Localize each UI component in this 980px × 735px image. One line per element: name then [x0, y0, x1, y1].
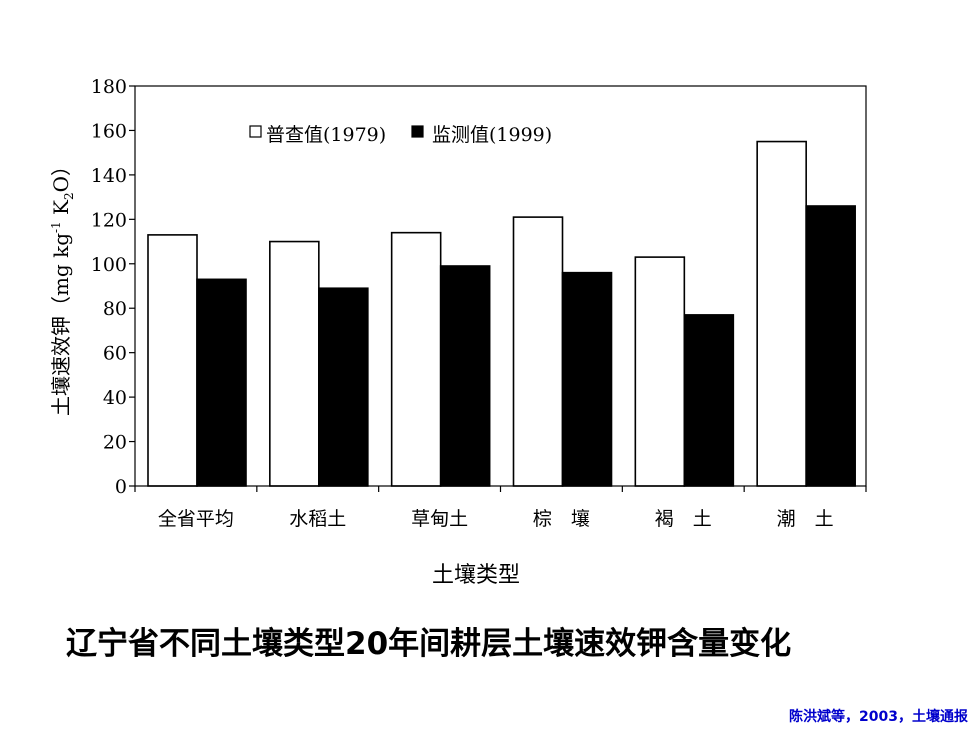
y-tick-label-7: 140: [91, 165, 127, 187]
y-tick-label-3: 60: [103, 343, 127, 365]
x-tick-label-0: 全省平均: [158, 508, 234, 530]
legend-label-series-1: 普查值(1979): [266, 124, 386, 146]
y-tick-label-4: 80: [103, 298, 127, 320]
y-axis-label-sub: 2: [62, 192, 76, 200]
y-axis-label-main: 土壤速效钾（mg kg: [49, 233, 73, 416]
bar-2-1: [318, 287, 369, 487]
y-tick-label-2: 40: [103, 387, 127, 409]
source-citation: 陈洪斌等，2003，土壤通报: [789, 709, 968, 725]
x-axis: 全省平均 水稻土 草甸土 棕 壤 褐 土 潮 土: [134, 486, 867, 530]
y-tick-label-1: 20: [103, 432, 127, 454]
legend-swatch-series-2: [411, 125, 424, 138]
y-axis-label: 土壤速效钾（mg kg-1 K2O）: [49, 156, 76, 416]
y-tick-label-5: 100: [91, 254, 127, 276]
x-axis-label: 土壤类型: [432, 563, 520, 588]
bar-1-0: [147, 234, 198, 487]
y-axis: 0 20 40 60 80 100 120 140 160 180: [91, 76, 135, 498]
bar-2-4: [683, 314, 735, 487]
y-axis-label-sup: -1: [49, 221, 63, 233]
y-axis-label-unit: K: [49, 199, 73, 221]
bar-1-2: [390, 231, 442, 487]
bars-group: [147, 140, 856, 487]
bar-1-1: [269, 240, 320, 487]
legend-label-series-2: 监测值(1999): [432, 124, 552, 146]
bar-2-5: [805, 205, 856, 487]
legend-swatch-series-1: [249, 125, 262, 138]
x-tick-label-5: 潮 土: [777, 508, 834, 530]
bar-1-5: [756, 140, 807, 487]
bar-1-3: [512, 216, 564, 487]
x-tick-label-2: 草甸土: [411, 508, 468, 530]
x-tick-label-3: 棕 壤: [533, 508, 590, 530]
bar-2-2: [439, 265, 491, 487]
bar-chart: 0 20 40 60 80 100 120 140 160 180 全省平均 水稻土 草甸土 棕 壤 褐 …: [49, 76, 867, 588]
y-tick-label-8: 160: [91, 120, 127, 142]
bar-2-3: [561, 271, 613, 487]
bar-2-0: [196, 278, 247, 487]
y-tick-label-6: 120: [91, 209, 127, 231]
legend: 普查值(1979) 监测值(1999): [249, 124, 552, 146]
slide-caption: 辽宁省不同土壤类型20年间耕层土壤速效钾含量变化: [66, 626, 792, 662]
y-tick-label-9: 180: [91, 76, 127, 98]
x-tick-label-1: 水稻土: [289, 508, 346, 530]
x-tick-label-4: 褐 土: [655, 508, 712, 530]
bar-1-4: [634, 256, 686, 487]
y-tick-label-0: 0: [115, 476, 127, 498]
y-axis-label-end: O）: [49, 156, 73, 192]
